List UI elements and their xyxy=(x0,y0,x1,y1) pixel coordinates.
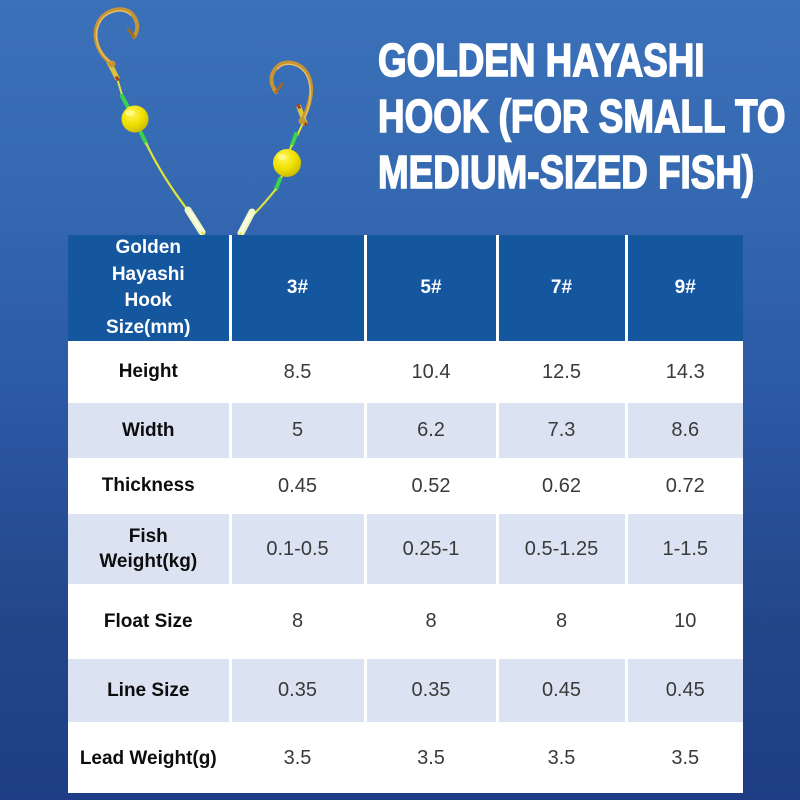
cell-value: 0.25-1 xyxy=(363,513,497,586)
cell-value: 0.45 xyxy=(624,658,743,724)
table-row-height: Height 8.5 10.4 12.5 14.3 xyxy=(68,342,743,403)
fishing-rig-illustration xyxy=(93,7,314,248)
cell-value: 14.3 xyxy=(624,342,743,403)
row-label: Line Size xyxy=(107,679,190,701)
green-stop-icon xyxy=(120,94,130,109)
title-line-1: GOLDEN HAYASHI xyxy=(377,33,705,87)
cell-value: 0.62 xyxy=(495,459,626,514)
table-row-lead-weight: Lead Weight(g) 3.5 3.5 3.5 3.5 xyxy=(68,723,743,794)
table-row-line-size: Line Size 0.35 0.35 0.45 0.45 xyxy=(68,658,743,724)
cell-value: 10.4 xyxy=(363,342,497,403)
yellow-bead-icon xyxy=(273,149,301,177)
cell-value: 8.6 xyxy=(624,402,743,460)
cell-value: 8 xyxy=(495,585,626,659)
green-stop-icon xyxy=(290,132,298,147)
cell-value: 12.5 xyxy=(495,342,626,403)
right-branch xyxy=(232,60,314,248)
header-size-3: 3# xyxy=(228,235,365,343)
cell-value: 1-1.5 xyxy=(624,513,743,586)
cell-value: 0.35 xyxy=(228,658,365,724)
header-size-7: 7# xyxy=(495,235,626,343)
row-label: Lead Weight(g) xyxy=(79,747,217,769)
cell-value: 3.5 xyxy=(228,723,365,794)
page-title: GOLDEN HAYASHI HOOK (FOR SMALL TO MEDIUM… xyxy=(377,32,798,200)
cell-value: 7.3 xyxy=(495,402,626,460)
title-line-3: MEDIUM-SIZED FISH) xyxy=(377,145,755,199)
cell-value: 0.45 xyxy=(495,658,626,724)
golden-hook-left-icon xyxy=(93,7,140,68)
cell-value: 0.35 xyxy=(363,658,497,724)
cell-value: 0.5-1.25 xyxy=(495,513,626,586)
title-line-2: HOOK (FOR SMALL TO xyxy=(377,89,786,143)
cell-value: 5 xyxy=(228,402,365,460)
golden-hook-right-icon xyxy=(269,60,314,125)
table-row-fish-weight: Fish Weight(kg) 0.1-0.5 0.25-1 0.5-1.25 … xyxy=(68,513,743,586)
row-label: Height xyxy=(118,361,178,383)
cell-value: 3.5 xyxy=(363,723,497,794)
cell-value: 0.72 xyxy=(624,459,743,514)
table-row-width: Width 5 6.2 7.3 8.6 xyxy=(68,402,743,460)
spec-table: Golden Hayashi Hook Size(mm) 3# 5# 7# 9#… xyxy=(68,235,743,794)
row-label: Thickness xyxy=(101,475,195,497)
left-branch xyxy=(93,7,211,248)
cell-value: 0.1-0.5 xyxy=(228,513,365,586)
header-size-9: 9# xyxy=(624,235,743,343)
cell-value: 10 xyxy=(624,585,743,659)
green-stop-icon xyxy=(139,131,148,145)
yellow-bead-icon xyxy=(121,105,149,133)
cell-value: 3.5 xyxy=(495,723,626,794)
table-row-thickness: Thickness 0.45 0.52 0.62 0.72 xyxy=(68,459,743,514)
table-row-float-size: Float Size 8 8 8 10 xyxy=(68,585,743,659)
header-size-5: 5# xyxy=(363,235,497,343)
cell-value: 8.5 xyxy=(228,342,365,403)
row-label: Fish Weight(kg) xyxy=(99,525,198,573)
table-header-row: Golden Hayashi Hook Size(mm) 3# 5# 7# 9# xyxy=(68,235,743,343)
cell-value: 8 xyxy=(363,585,497,659)
header-size-label: Golden Hayashi Hook Size(mm) xyxy=(68,235,230,343)
green-stop-icon xyxy=(274,177,282,191)
row-label: Float Size xyxy=(103,610,193,632)
cell-value: 0.52 xyxy=(363,459,497,514)
cell-value: 3.5 xyxy=(624,723,743,794)
cell-value: 8 xyxy=(228,585,365,659)
cell-value: 6.2 xyxy=(363,402,497,460)
row-label: Width xyxy=(121,419,175,441)
cell-value: 0.45 xyxy=(228,459,365,514)
